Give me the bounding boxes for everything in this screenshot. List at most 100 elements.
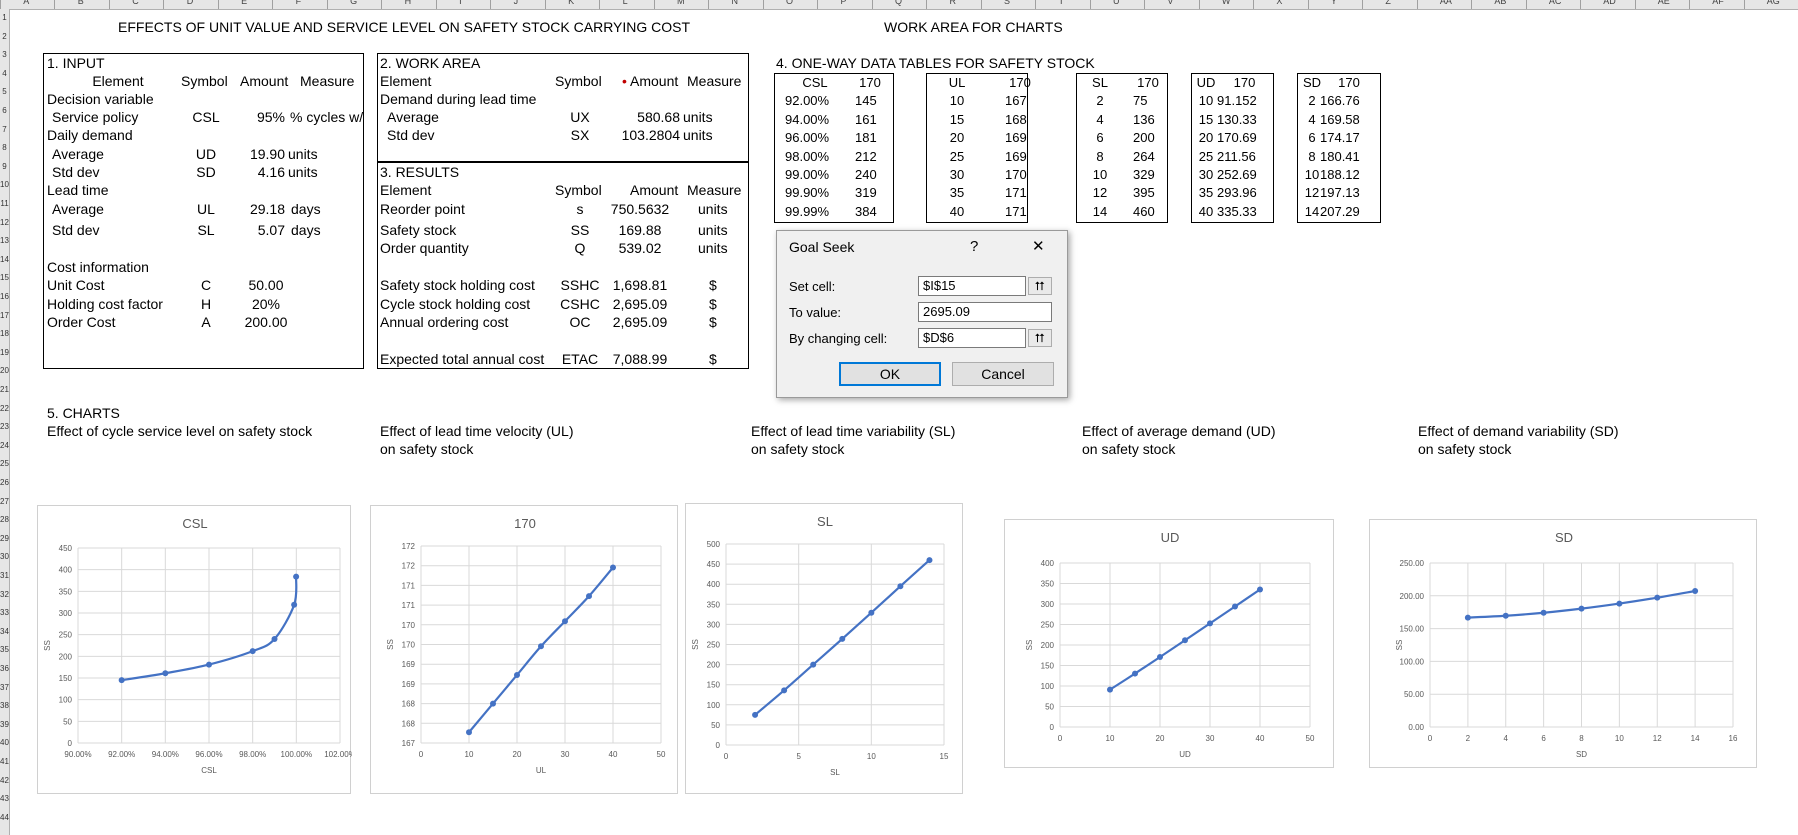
column-header-k[interactable]: K bbox=[568, 0, 575, 6]
q-measure[interactable]: units bbox=[698, 240, 728, 256]
column-header-ac[interactable]: AC bbox=[1548, 0, 1562, 6]
row-header-39[interactable]: 39 bbox=[0, 719, 9, 729]
row-header-1[interactable]: 1 bbox=[2, 13, 7, 22]
oc-measure[interactable]: $ bbox=[709, 314, 717, 330]
row-header-24[interactable]: 24 bbox=[0, 440, 9, 450]
data-table-csl-cell[interactable]: 92.00% bbox=[785, 93, 830, 109]
data-table-csl-cell[interactable]: 96.00% bbox=[785, 130, 830, 146]
input-col-symbol[interactable]: Symbol bbox=[181, 73, 228, 89]
column-header-af[interactable]: AF bbox=[1712, 0, 1724, 6]
work-col-amount[interactable]: Amount bbox=[630, 73, 679, 89]
data-table-ud[interactable]: UD 170 10 91.152 15 130.33 20 170.69 25 211.56 30 2… bbox=[1191, 73, 1274, 224]
row-header-19[interactable]: 19 bbox=[0, 347, 9, 357]
row-header-17[interactable]: 17 bbox=[0, 310, 9, 320]
data-table-csl-cell[interactable]: 384 bbox=[855, 203, 877, 219]
data-table-sd-cell[interactable]: 180.41 bbox=[1320, 148, 1360, 164]
data-table-sl-header[interactable]: 170 bbox=[1137, 75, 1159, 90]
cost-info-label[interactable]: Cost information bbox=[47, 259, 149, 275]
row-header-22[interactable]: 22 bbox=[0, 403, 9, 413]
data-table-sl-cell[interactable]: 264 bbox=[1133, 148, 1155, 164]
ss-measure[interactable]: units bbox=[698, 222, 728, 238]
data-table-csl-cell[interactable]: 99.99% bbox=[785, 203, 830, 219]
data-table-ud-cell[interactable]: 211.56 bbox=[1217, 148, 1256, 164]
column-header-ad[interactable]: AD bbox=[1603, 0, 1616, 6]
data-table-sl-header[interactable]: SL bbox=[1092, 75, 1108, 90]
input-col-element[interactable]: Element bbox=[92, 73, 144, 89]
sshc-symbol[interactable]: SSHC bbox=[560, 277, 600, 293]
column-header-u[interactable]: U bbox=[1112, 0, 1120, 6]
q-label[interactable]: Order quantity bbox=[380, 240, 469, 256]
data-table-ul-cell[interactable]: 169 bbox=[1005, 130, 1027, 146]
data-tables-heading[interactable]: 4. ONE-WAY DATA TABLES FOR SAFETY STOCK bbox=[776, 55, 1095, 71]
order-cost-amount[interactable]: 200.00 bbox=[244, 314, 288, 330]
data-table-sd[interactable]: SD 170 2 166.76 4 169.58 6 174.17 8 180.41 10 188.1… bbox=[1297, 73, 1381, 224]
rop-measure[interactable]: units bbox=[698, 201, 728, 217]
data-table-csl-cell[interactable]: 181 bbox=[855, 130, 877, 146]
data-table-sl-cell[interactable]: 329 bbox=[1133, 167, 1155, 182]
column-header-h[interactable]: H bbox=[404, 0, 412, 6]
column-header-g[interactable]: G bbox=[350, 0, 358, 6]
row-header-11[interactable]: 11 bbox=[0, 199, 9, 208]
unit-cost-amount[interactable]: 50.00 bbox=[248, 277, 284, 293]
ul-amount[interactable]: 29.18 bbox=[249, 201, 285, 217]
cshc-amount[interactable]: 2,695.09 bbox=[612, 296, 668, 312]
column-header-l[interactable]: L bbox=[622, 0, 628, 6]
holding-label[interactable]: Holding cost factor bbox=[47, 296, 163, 312]
row-header-35[interactable]: 35 bbox=[0, 645, 9, 655]
row-header-15[interactable]: 15 bbox=[0, 273, 9, 283]
data-table-ud-cell[interactable]: 30 bbox=[1198, 167, 1214, 182]
chart4-caption-1[interactable]: Effect of average demand (UD) bbox=[1082, 423, 1276, 439]
ok-button[interactable]: OK bbox=[839, 362, 941, 386]
charts-heading[interactable]: 5. CHARTS bbox=[47, 405, 120, 421]
sd-amount[interactable]: 4.16 bbox=[257, 164, 285, 180]
data-table-ud-cell[interactable]: 15 bbox=[1198, 111, 1214, 127]
column-header-r[interactable]: R bbox=[949, 0, 956, 6]
ud-label[interactable]: Average bbox=[52, 146, 104, 162]
chart3-caption-1[interactable]: Effect of lead time variability (SL) bbox=[751, 423, 956, 439]
column-header-m[interactable]: M bbox=[677, 0, 685, 6]
data-table-ud-header[interactable]: UD bbox=[1196, 75, 1216, 90]
data-table-csl-header[interactable]: 170 bbox=[859, 75, 881, 90]
row-header-28[interactable]: 28 bbox=[0, 515, 9, 525]
chart1-caption[interactable]: Effect of cycle service level on safety … bbox=[47, 423, 313, 439]
data-table-ul-cell[interactable]: 171 bbox=[1005, 203, 1027, 219]
etac-measure[interactable]: $ bbox=[709, 351, 717, 367]
column-header-aa[interactable]: AA bbox=[1439, 0, 1452, 6]
sx-measure[interactable]: units bbox=[683, 127, 713, 143]
work-col-element[interactable]: Element bbox=[380, 73, 432, 89]
unit-cost-label[interactable]: Unit Cost bbox=[47, 277, 105, 293]
data-table-sd-cell[interactable]: 197.13 bbox=[1320, 185, 1360, 201]
row-headers[interactable]: 1 2 3 4 5 6 7 8 9 10 11 12 13 14 15 16 17 18 19 20 21 22 23 24 2… bbox=[0, 9, 10, 835]
data-table-ul-cell[interactable]: 40 bbox=[949, 203, 965, 219]
data-table-sd-header[interactable]: 170 bbox=[1338, 75, 1360, 90]
data-table-ud-cell[interactable]: 25 bbox=[1198, 148, 1214, 164]
data-table-ud-cell[interactable]: 20 bbox=[1198, 130, 1214, 146]
data-table-sd-cell[interactable]: 12 bbox=[1304, 185, 1320, 201]
results-col-element[interactable]: Element bbox=[380, 182, 432, 198]
chart3-caption-2[interactable]: on safety stock bbox=[751, 441, 845, 457]
data-table-ul-cell[interactable]: 20 bbox=[949, 130, 965, 146]
work-area-title[interactable]: WORK AREA FOR CHARTS bbox=[884, 19, 1063, 35]
data-table-sl-cell[interactable]: 14 bbox=[1092, 203, 1108, 219]
data-table-sl-cell[interactable]: 460 bbox=[1133, 203, 1155, 219]
row-header-25[interactable]: 25 bbox=[0, 459, 9, 469]
data-table-ud-cell[interactable]: 10 bbox=[1198, 93, 1214, 109]
row-header-43[interactable]: 43 bbox=[0, 794, 9, 804]
data-table-ul-cell[interactable]: 167 bbox=[1005, 93, 1027, 109]
data-table-ul-cell[interactable]: 30 bbox=[949, 167, 965, 182]
results-col-symbol[interactable]: Symbol bbox=[555, 182, 602, 198]
column-header-y[interactable]: Y bbox=[1330, 0, 1337, 6]
chart5-caption-1[interactable]: Effect of demand variability (SD) bbox=[1418, 423, 1619, 439]
data-table-csl-cell[interactable]: 319 bbox=[855, 185, 877, 201]
results-col-amount[interactable]: Amount bbox=[630, 182, 679, 198]
chart4-caption-2[interactable]: on safety stock bbox=[1082, 441, 1176, 457]
row-header-37[interactable]: 37 bbox=[0, 682, 9, 692]
data-table-sd-cell[interactable]: 166.76 bbox=[1320, 93, 1360, 109]
data-table-ul-cell[interactable]: 35 bbox=[949, 185, 965, 201]
sl-symbol[interactable]: SL bbox=[197, 222, 215, 238]
work-col-measure[interactable]: Measure bbox=[687, 73, 742, 89]
service-policy-measure[interactable]: % cycles w/o bbox=[290, 109, 364, 125]
data-table-sd-cell[interactable]: 10 bbox=[1304, 167, 1320, 182]
results-col-measure[interactable]: Measure bbox=[687, 182, 742, 198]
q-symbol[interactable]: Q bbox=[574, 240, 586, 256]
